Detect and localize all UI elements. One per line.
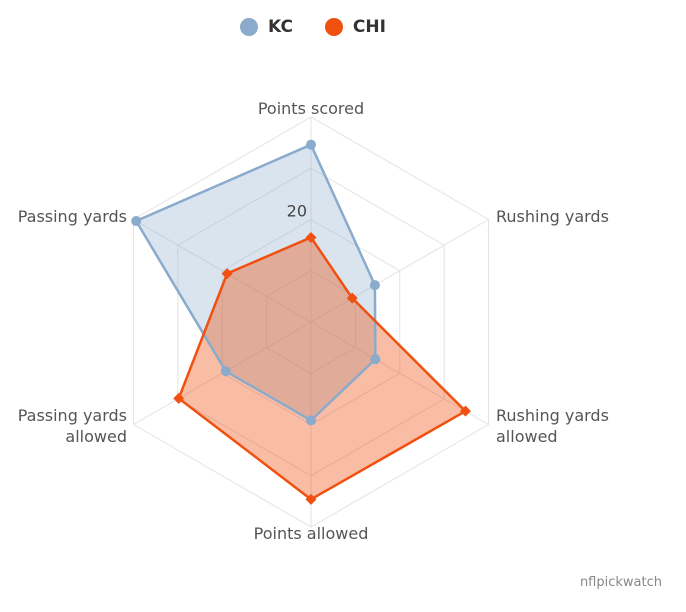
grid-spoke-1 (310, 219, 489, 323)
axis-label-line: allowed (496, 427, 558, 446)
tick-label-20: 20 (287, 202, 307, 221)
axis-label-line: Points allowed (254, 524, 369, 543)
legend-swatch-chi (324, 18, 343, 36)
data-point-chi-2[interactable] (459, 405, 471, 417)
data-point-chi-3[interactable] (305, 493, 317, 505)
legend-label-chi: CHI (352, 17, 386, 37)
axis-label-4: Passing yards allowed (18, 406, 127, 446)
credit-text: nflpickwatch (579, 575, 662, 590)
axis-label-5: Passing yards (18, 207, 127, 226)
data-point-chi-1[interactable] (346, 292, 358, 304)
axis-label-line: Passing yards (18, 406, 127, 425)
axis-label-line: Rushing yards (496, 207, 609, 226)
data-point-kc-3[interactable] (306, 415, 316, 426)
data-point-kc-2[interactable] (370, 354, 381, 365)
axis-label-2: Rushing yards allowed (496, 406, 609, 446)
axis-label-line: allowed (65, 427, 127, 446)
series-area-kc (136, 144, 376, 421)
legend: KC CHI (0, 17, 626, 37)
data-point-chi-0[interactable] (305, 231, 317, 243)
legend-label-kc: KC (268, 17, 293, 37)
data-point-kc-5[interactable] (131, 216, 142, 227)
series-area-chi (178, 237, 466, 500)
axis-label-0: Points scored (258, 99, 364, 118)
legend-item-chi[interactable]: CHI (324, 17, 386, 37)
axis-label-line: Points scored (258, 99, 364, 118)
grid-spoke-5 (133, 219, 312, 323)
axis-label-1: Rushing yards (496, 207, 609, 226)
axis-label-line: Passing yards (18, 207, 127, 226)
axis-label-line: Rushing yards (496, 406, 609, 425)
axis-label-3: Points allowed (254, 524, 369, 543)
grid-spoke-2 (310, 321, 489, 425)
data-point-kc-0[interactable] (306, 139, 316, 150)
data-point-kc-1[interactable] (369, 280, 380, 291)
data-point-chi-4[interactable] (173, 392, 185, 404)
data-point-kc-4[interactable] (220, 366, 231, 377)
legend-item-kc[interactable]: KC (240, 17, 293, 37)
legend-swatch-kc (240, 18, 259, 36)
data-point-chi-5[interactable] (221, 268, 233, 280)
